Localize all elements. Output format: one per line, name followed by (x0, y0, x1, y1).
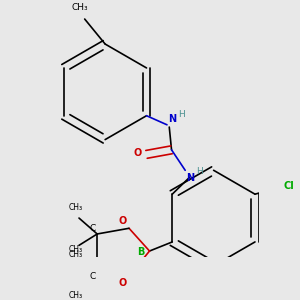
Text: H: H (178, 110, 184, 118)
Text: CH₃: CH₃ (68, 250, 83, 259)
Text: CH₃: CH₃ (68, 245, 83, 254)
Text: CH₃: CH₃ (68, 203, 83, 212)
Text: N: N (186, 172, 194, 183)
Text: C: C (90, 272, 96, 280)
Text: H: H (196, 167, 203, 176)
Text: O: O (118, 278, 127, 288)
Text: O: O (134, 148, 142, 158)
Text: CH₃: CH₃ (72, 3, 88, 12)
Text: Cl: Cl (284, 181, 294, 191)
Text: N: N (168, 114, 176, 124)
Text: O: O (118, 216, 127, 226)
Text: CH₃: CH₃ (68, 291, 83, 300)
Text: C: C (90, 224, 96, 233)
Text: B: B (138, 247, 145, 257)
